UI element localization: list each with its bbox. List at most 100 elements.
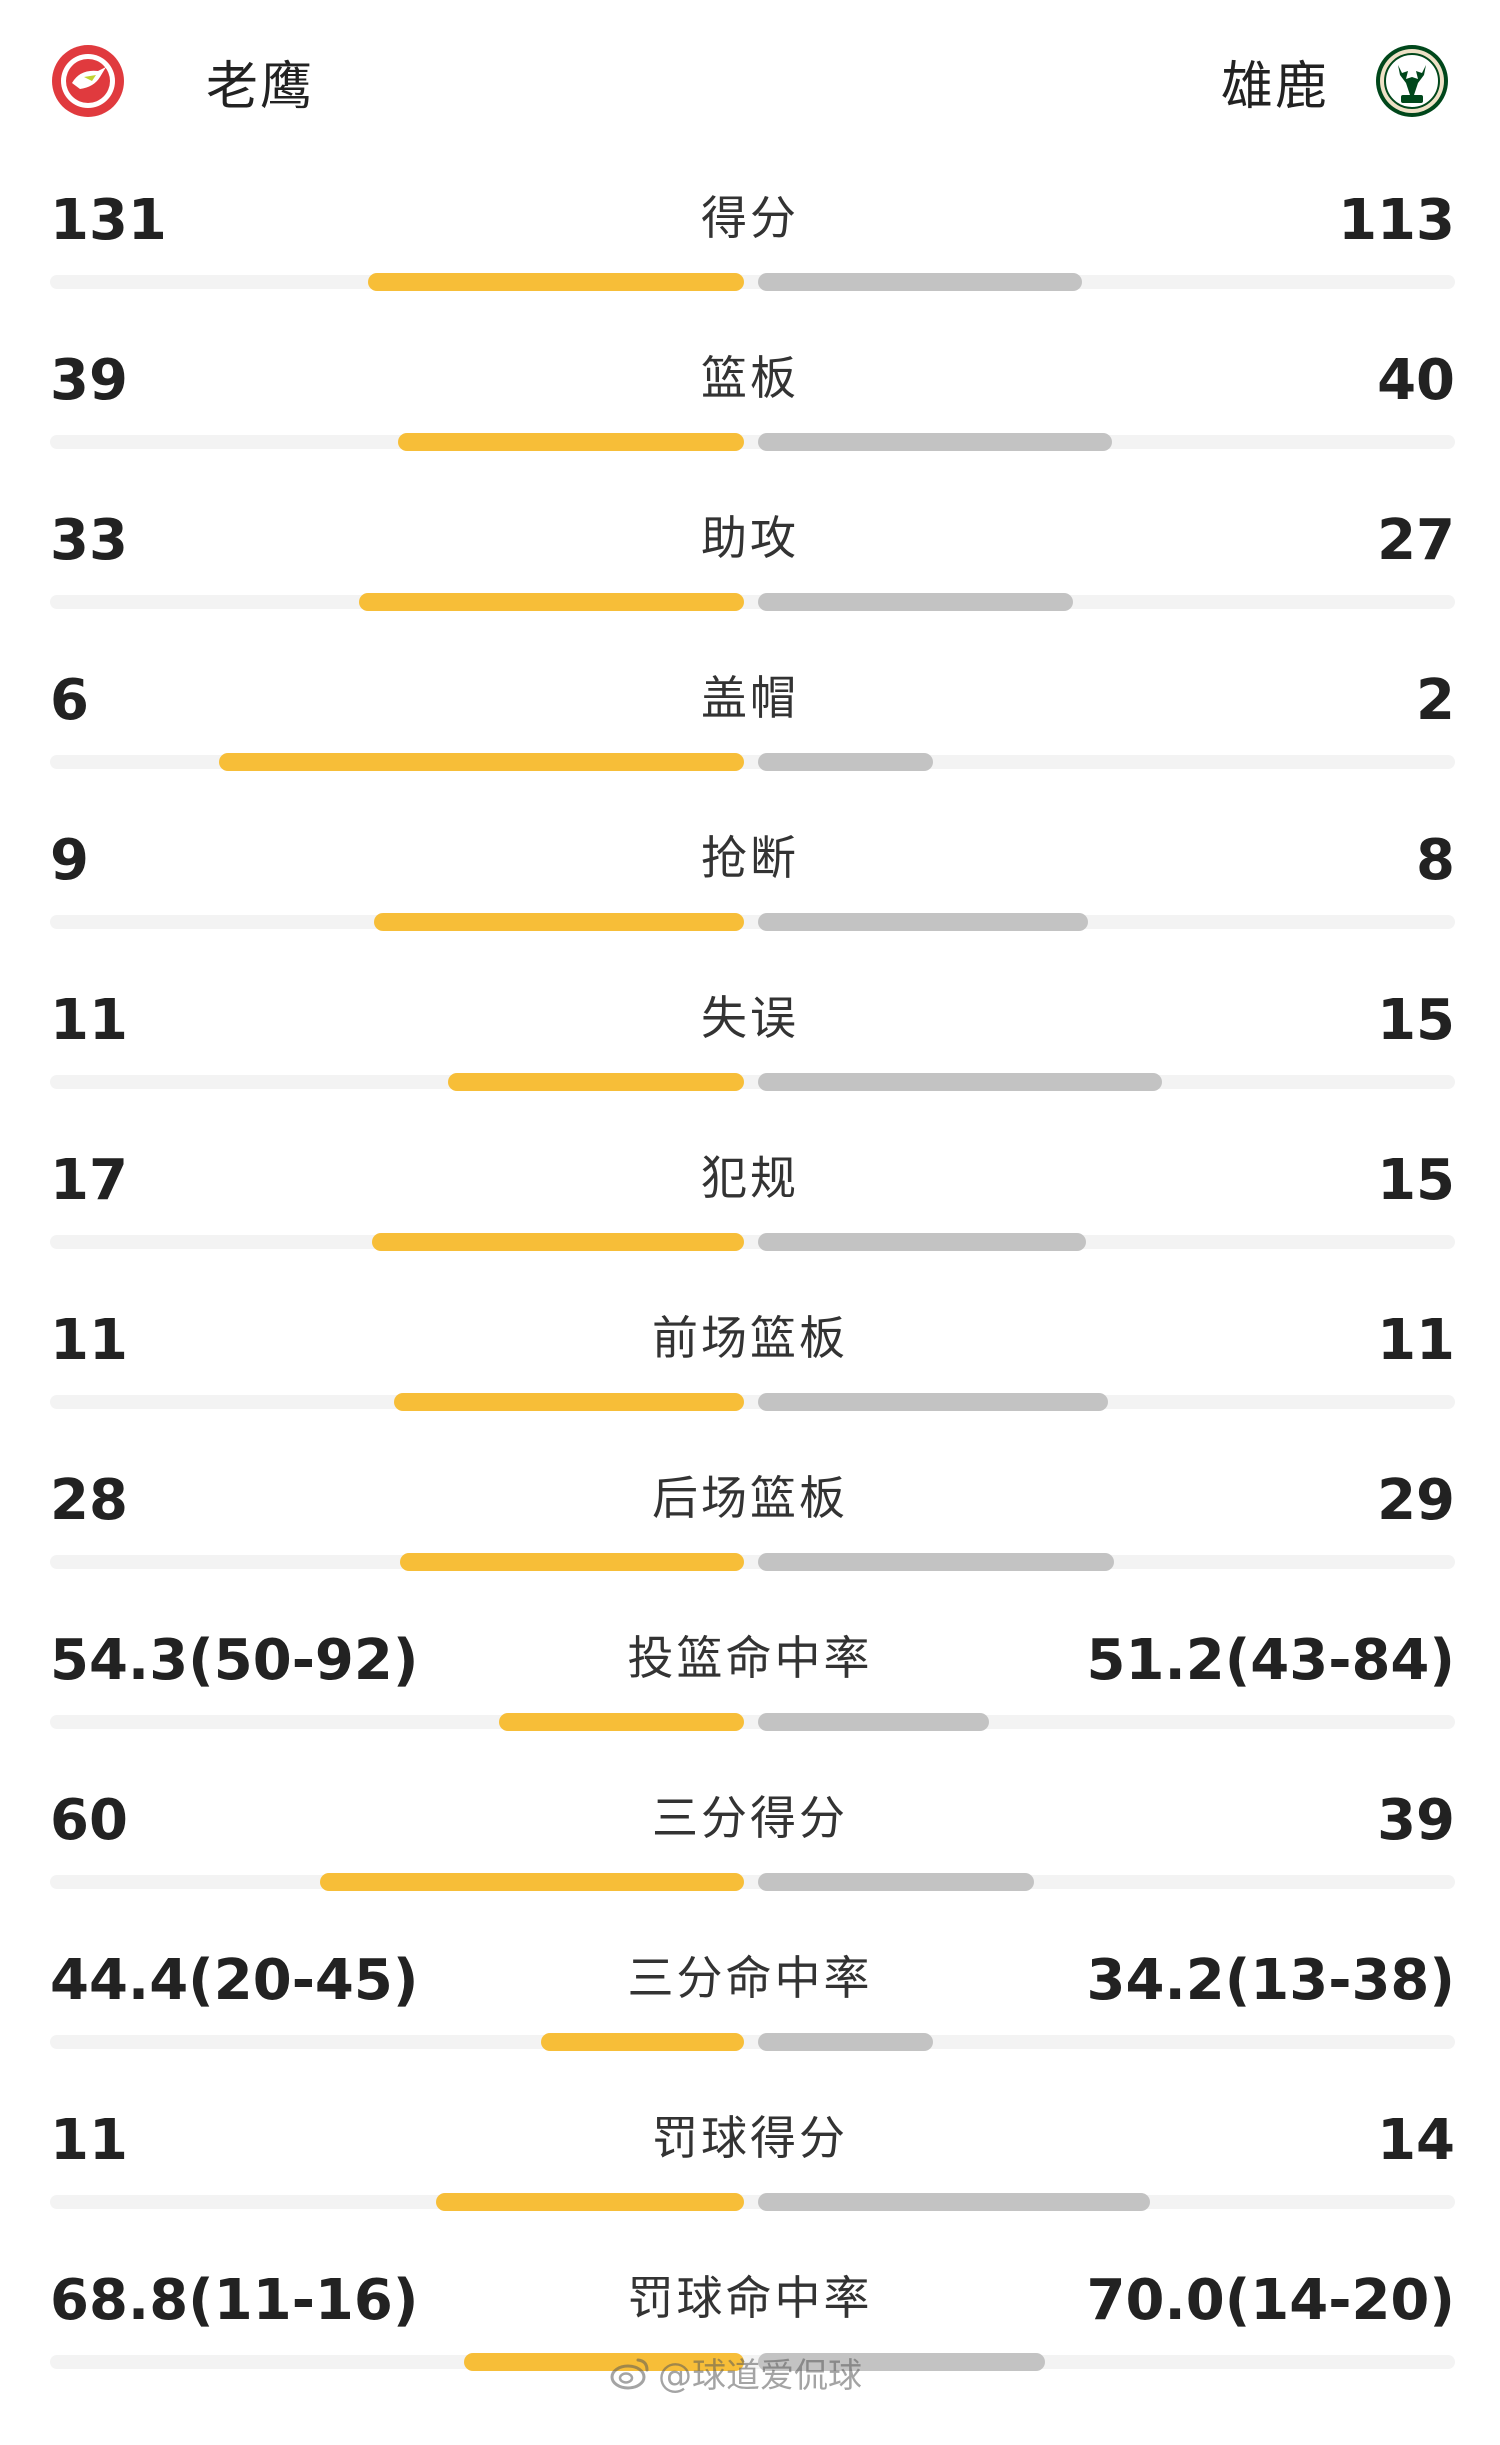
left-value: 28 xyxy=(50,1468,128,1533)
left-bar xyxy=(436,2193,744,2211)
watermark-text: @球道爱侃球 xyxy=(658,2356,862,2396)
right-value: 15 xyxy=(1377,1148,1455,1213)
right-value: 29 xyxy=(1377,1468,1455,1533)
stat-track xyxy=(50,275,1455,289)
right-value: 40 xyxy=(1377,348,1455,413)
right-value: 51.2(43-84) xyxy=(1086,1628,1455,1693)
bucks-logo-icon xyxy=(1374,43,1450,119)
right-bar xyxy=(758,1233,1086,1251)
left-bar xyxy=(219,753,744,771)
left-value: 11 xyxy=(50,2108,128,2173)
right-value: 15 xyxy=(1377,988,1455,1053)
left-bar xyxy=(368,273,744,291)
left-bar xyxy=(372,1233,744,1251)
left-bar xyxy=(394,1393,744,1411)
right-value: 14 xyxy=(1377,2108,1455,2173)
stat-track xyxy=(50,915,1455,929)
stat-row: 68.8(11-16) 罚球命中率 70.0(14-20) xyxy=(0,2245,1500,2445)
left-value: 68.8(11-16) xyxy=(50,2268,419,2333)
stat-track xyxy=(50,1075,1455,1089)
left-bar xyxy=(398,433,744,451)
left-value: 33 xyxy=(50,508,128,573)
stat-label: 三分得分 xyxy=(652,1791,848,1845)
right-bar xyxy=(758,2353,1045,2371)
team-header: 老鹰 雄鹿 xyxy=(0,0,1500,160)
right-bar xyxy=(758,2033,933,2051)
left-value: 131 xyxy=(50,188,167,253)
weibo-icon xyxy=(610,2356,650,2390)
right-value: 39 xyxy=(1377,1788,1455,1853)
stats-list: 131 得分 113 39 篮板 40 33 助攻 27 6 盖帽 2 9 抢断… xyxy=(0,165,1500,2445)
left-team-name: 老鹰 xyxy=(206,56,315,117)
right-bar xyxy=(758,593,1073,611)
left-value: 54.3(50-92) xyxy=(50,1628,419,1693)
stat-row: 17 犯规 15 xyxy=(0,1125,1500,1285)
right-bar xyxy=(758,433,1112,451)
left-bar xyxy=(464,2353,744,2371)
stat-label: 投篮命中率 xyxy=(627,1631,873,1685)
stat-label: 助攻 xyxy=(701,511,799,565)
stat-label: 失误 xyxy=(701,991,799,1045)
right-bar xyxy=(758,1073,1162,1091)
stat-label: 篮板 xyxy=(701,351,799,405)
left-value: 60 xyxy=(50,1788,128,1853)
right-value: 70.0(14-20) xyxy=(1086,2268,1455,2333)
left-bar xyxy=(320,1873,744,1891)
stat-label: 罚球得分 xyxy=(652,2111,848,2165)
stat-label: 抢断 xyxy=(701,831,799,885)
stat-track xyxy=(50,1235,1455,1249)
stat-track xyxy=(50,1875,1455,1889)
left-value: 9 xyxy=(50,828,89,893)
right-bar xyxy=(758,1393,1108,1411)
hawks-logo-icon xyxy=(50,43,126,119)
left-bar xyxy=(374,913,744,931)
right-bar xyxy=(758,1553,1114,1571)
stat-row: 28 后场篮板 29 xyxy=(0,1445,1500,1605)
watermark: @球道爱侃球 xyxy=(610,2348,862,2397)
stat-track xyxy=(50,2195,1455,2209)
left-bar xyxy=(448,1073,744,1091)
stat-track xyxy=(50,2355,1455,2369)
right-value: 113 xyxy=(1338,188,1455,253)
stat-row: 39 篮板 40 xyxy=(0,325,1500,485)
stat-row: 54.3(50-92) 投篮命中率 51.2(43-84) xyxy=(0,1605,1500,1765)
stat-track xyxy=(50,2035,1455,2049)
left-value: 11 xyxy=(50,988,128,1053)
stat-track xyxy=(50,1715,1455,1729)
stat-label: 三分命中率 xyxy=(627,1951,873,2005)
stat-track xyxy=(50,595,1455,609)
left-bar xyxy=(400,1553,744,1571)
stat-track xyxy=(50,1555,1455,1569)
left-value: 39 xyxy=(50,348,128,413)
right-value: 27 xyxy=(1377,508,1455,573)
stat-label: 盖帽 xyxy=(701,671,799,725)
right-team-name: 雄鹿 xyxy=(1220,56,1329,117)
right-value: 8 xyxy=(1416,828,1455,893)
right-bar xyxy=(758,1873,1034,1891)
right-bar xyxy=(758,1713,989,1731)
left-value: 44.4(20-45) xyxy=(50,1948,419,2013)
stat-track xyxy=(50,435,1455,449)
left-value: 17 xyxy=(50,1148,128,1213)
right-value: 34.2(13-38) xyxy=(1086,1948,1455,2013)
stat-label: 犯规 xyxy=(701,1151,799,1205)
left-value: 11 xyxy=(50,1308,128,1373)
right-bar xyxy=(758,753,933,771)
stat-row: 6 盖帽 2 xyxy=(0,645,1500,805)
stat-row: 9 抢断 8 xyxy=(0,805,1500,965)
right-bar xyxy=(758,273,1082,291)
stat-label: 前场篮板 xyxy=(652,1311,848,1365)
left-bar xyxy=(499,1713,744,1731)
right-value: 2 xyxy=(1416,668,1455,733)
left-bar xyxy=(541,2033,744,2051)
right-team: 雄鹿 xyxy=(1221,36,1450,126)
right-value: 11 xyxy=(1377,1308,1455,1373)
stat-row: 33 助攻 27 xyxy=(0,485,1500,645)
stat-row: 44.4(20-45) 三分命中率 34.2(13-38) xyxy=(0,1925,1500,2085)
left-value: 6 xyxy=(50,668,89,733)
stat-track xyxy=(50,1395,1455,1409)
stat-row: 60 三分得分 39 xyxy=(0,1765,1500,1925)
left-bar xyxy=(359,593,744,611)
stat-row: 11 失误 15 xyxy=(0,965,1500,1125)
right-bar xyxy=(758,913,1088,931)
